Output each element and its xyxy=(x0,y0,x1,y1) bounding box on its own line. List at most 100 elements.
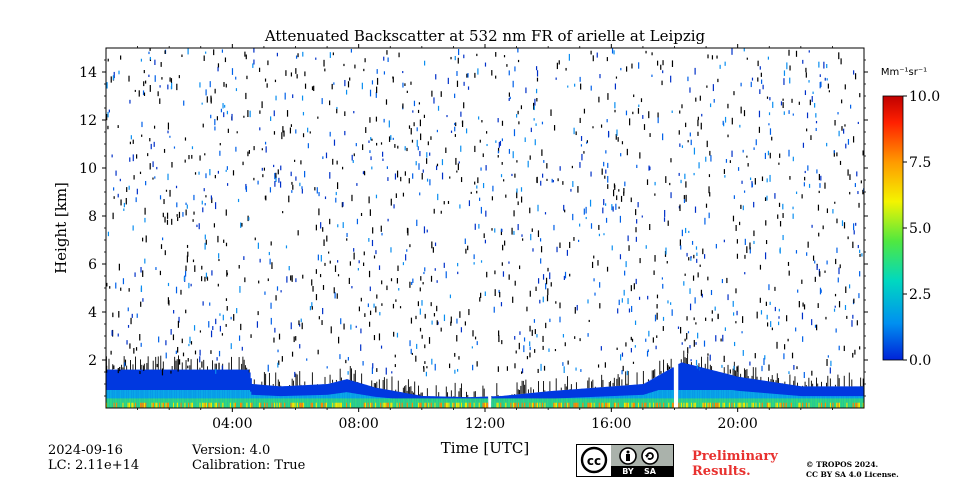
noise-speckle xyxy=(529,290,531,297)
aerosol-band xyxy=(716,402,719,408)
noise-speckle xyxy=(499,140,502,146)
noise-speckle xyxy=(423,367,425,372)
aerosol-band xyxy=(247,398,250,408)
x-axis: 04:00 08:00 12:00 16:00 20:00 xyxy=(137,44,833,432)
cc-icon: cc xyxy=(580,446,608,474)
noise-speckle xyxy=(664,209,666,217)
noise-spike xyxy=(157,356,159,370)
aerosol-band xyxy=(223,398,226,408)
noise-speckle xyxy=(564,271,567,279)
aerosol-band xyxy=(325,402,328,408)
noise-speckle xyxy=(767,56,769,60)
noise-spike xyxy=(466,391,467,398)
noise-speckle xyxy=(249,110,251,118)
bl-column xyxy=(666,370,669,408)
aerosol-band xyxy=(299,402,302,408)
aerosol-band xyxy=(266,402,269,408)
noise-speckle xyxy=(119,178,121,182)
noise-speckle xyxy=(353,110,355,114)
aerosol-band xyxy=(770,398,773,408)
noise-speckle xyxy=(152,161,154,168)
noise-speckle xyxy=(501,162,503,165)
noise-speckle xyxy=(497,366,499,372)
aerosol-band xyxy=(630,398,633,408)
noise-speckle xyxy=(854,73,857,80)
noise-speckle xyxy=(624,181,626,187)
noise-speckle xyxy=(649,133,651,137)
aerosol-band xyxy=(295,398,298,408)
aerosol-band xyxy=(388,398,391,408)
colorbar-tick-label: 2.5 xyxy=(909,287,931,303)
aerosol-band xyxy=(502,398,505,408)
noise-speckle xyxy=(536,77,539,82)
noise-speckle xyxy=(128,75,130,82)
noise-speckle xyxy=(525,87,527,94)
aerosol-band xyxy=(810,398,813,408)
aerosol-band xyxy=(368,398,371,408)
noise-speckle xyxy=(627,235,629,242)
noise-speckle xyxy=(860,180,862,184)
noise-speckle xyxy=(690,256,692,259)
noise-speckle xyxy=(580,369,582,372)
noise-speckle xyxy=(297,230,299,236)
noise-speckle xyxy=(735,321,737,324)
noise-speckle xyxy=(454,126,456,132)
noise-speckle xyxy=(585,206,587,214)
aerosol-band xyxy=(126,398,129,408)
noise-speckle xyxy=(347,371,349,375)
aerosol-band xyxy=(807,398,810,408)
noise-spike xyxy=(666,363,668,371)
aerosol-band xyxy=(356,398,359,408)
noise-speckle xyxy=(317,254,319,261)
noise-speckle xyxy=(494,228,496,233)
noise-speckle xyxy=(716,55,718,59)
noise-speckle xyxy=(597,260,599,266)
noise-speckle xyxy=(257,311,259,316)
noise-speckle xyxy=(242,161,244,166)
aerosol-band xyxy=(137,398,140,408)
noise-speckle xyxy=(468,309,470,316)
aerosol-band xyxy=(106,402,108,408)
noise-speckle xyxy=(276,286,279,291)
bl-column xyxy=(699,367,702,408)
aerosol-band xyxy=(815,398,818,408)
noise-speckle xyxy=(205,173,207,179)
noise-speckle xyxy=(356,218,359,225)
noise-speckle xyxy=(274,79,277,83)
aerosol-band xyxy=(243,398,246,408)
aerosol-band xyxy=(797,398,799,408)
aerosol-band xyxy=(323,398,326,408)
noise-speckle xyxy=(368,238,370,242)
noise-speckle xyxy=(852,241,854,249)
aerosol-band xyxy=(198,398,201,408)
noise-speckle xyxy=(756,311,758,319)
noise-speckle xyxy=(120,287,122,291)
noise-speckle xyxy=(705,203,708,208)
noise-spike xyxy=(517,389,519,395)
noise-speckle xyxy=(141,134,143,137)
noise-speckle xyxy=(765,240,768,245)
noise-speckle xyxy=(186,204,188,209)
noise-speckle xyxy=(300,160,302,165)
noise-speckle xyxy=(724,175,726,178)
noise-speckle xyxy=(778,316,780,319)
noise-speckle xyxy=(341,202,343,208)
noise-speckle xyxy=(205,239,207,245)
noise-speckle xyxy=(291,351,294,357)
noise-speckle xyxy=(126,340,128,345)
aerosol-band xyxy=(330,398,333,408)
noise-speckle xyxy=(423,271,425,275)
aerosol-band xyxy=(596,398,599,408)
noise-speckle xyxy=(743,48,745,52)
noise-spike xyxy=(838,378,840,387)
noise-spike xyxy=(435,385,437,397)
aerosol-band xyxy=(613,402,616,408)
aerosol-band xyxy=(732,398,735,408)
noise-speckle xyxy=(163,199,165,205)
noise-speckle xyxy=(131,313,133,318)
noise-speckle xyxy=(654,255,656,262)
noise-spike xyxy=(687,353,689,364)
noise-speckle xyxy=(411,281,413,285)
noise-speckle xyxy=(199,356,201,363)
aerosol-band xyxy=(852,402,855,408)
